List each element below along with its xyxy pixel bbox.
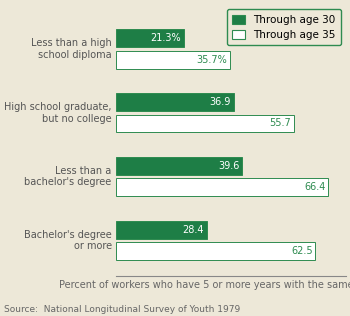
Text: Source:  National Longitudinal Survey of Youth 1979: Source: National Longitudinal Survey of … [4, 306, 240, 314]
Legend: Through age 30, Through age 35: Through age 30, Through age 35 [227, 9, 341, 46]
Bar [116, 242, 315, 260]
X-axis label: Percent of workers who have 5 or more years with the same employer: Percent of workers who have 5 or more ye… [59, 280, 350, 290]
Bar [116, 51, 230, 69]
Bar [116, 178, 328, 196]
Bar [116, 221, 206, 239]
Bar [116, 29, 184, 47]
Bar [116, 93, 234, 111]
Text: 21.3%: 21.3% [151, 33, 181, 43]
Text: 66.4: 66.4 [304, 182, 326, 192]
Text: 39.6: 39.6 [218, 161, 240, 171]
Text: 62.5: 62.5 [291, 246, 313, 256]
Text: 36.9: 36.9 [210, 97, 231, 107]
Text: 55.7: 55.7 [270, 118, 291, 128]
Text: 35.7%: 35.7% [197, 55, 227, 64]
Bar [116, 114, 294, 132]
Text: 28.4: 28.4 [182, 225, 204, 235]
Bar [116, 157, 242, 175]
